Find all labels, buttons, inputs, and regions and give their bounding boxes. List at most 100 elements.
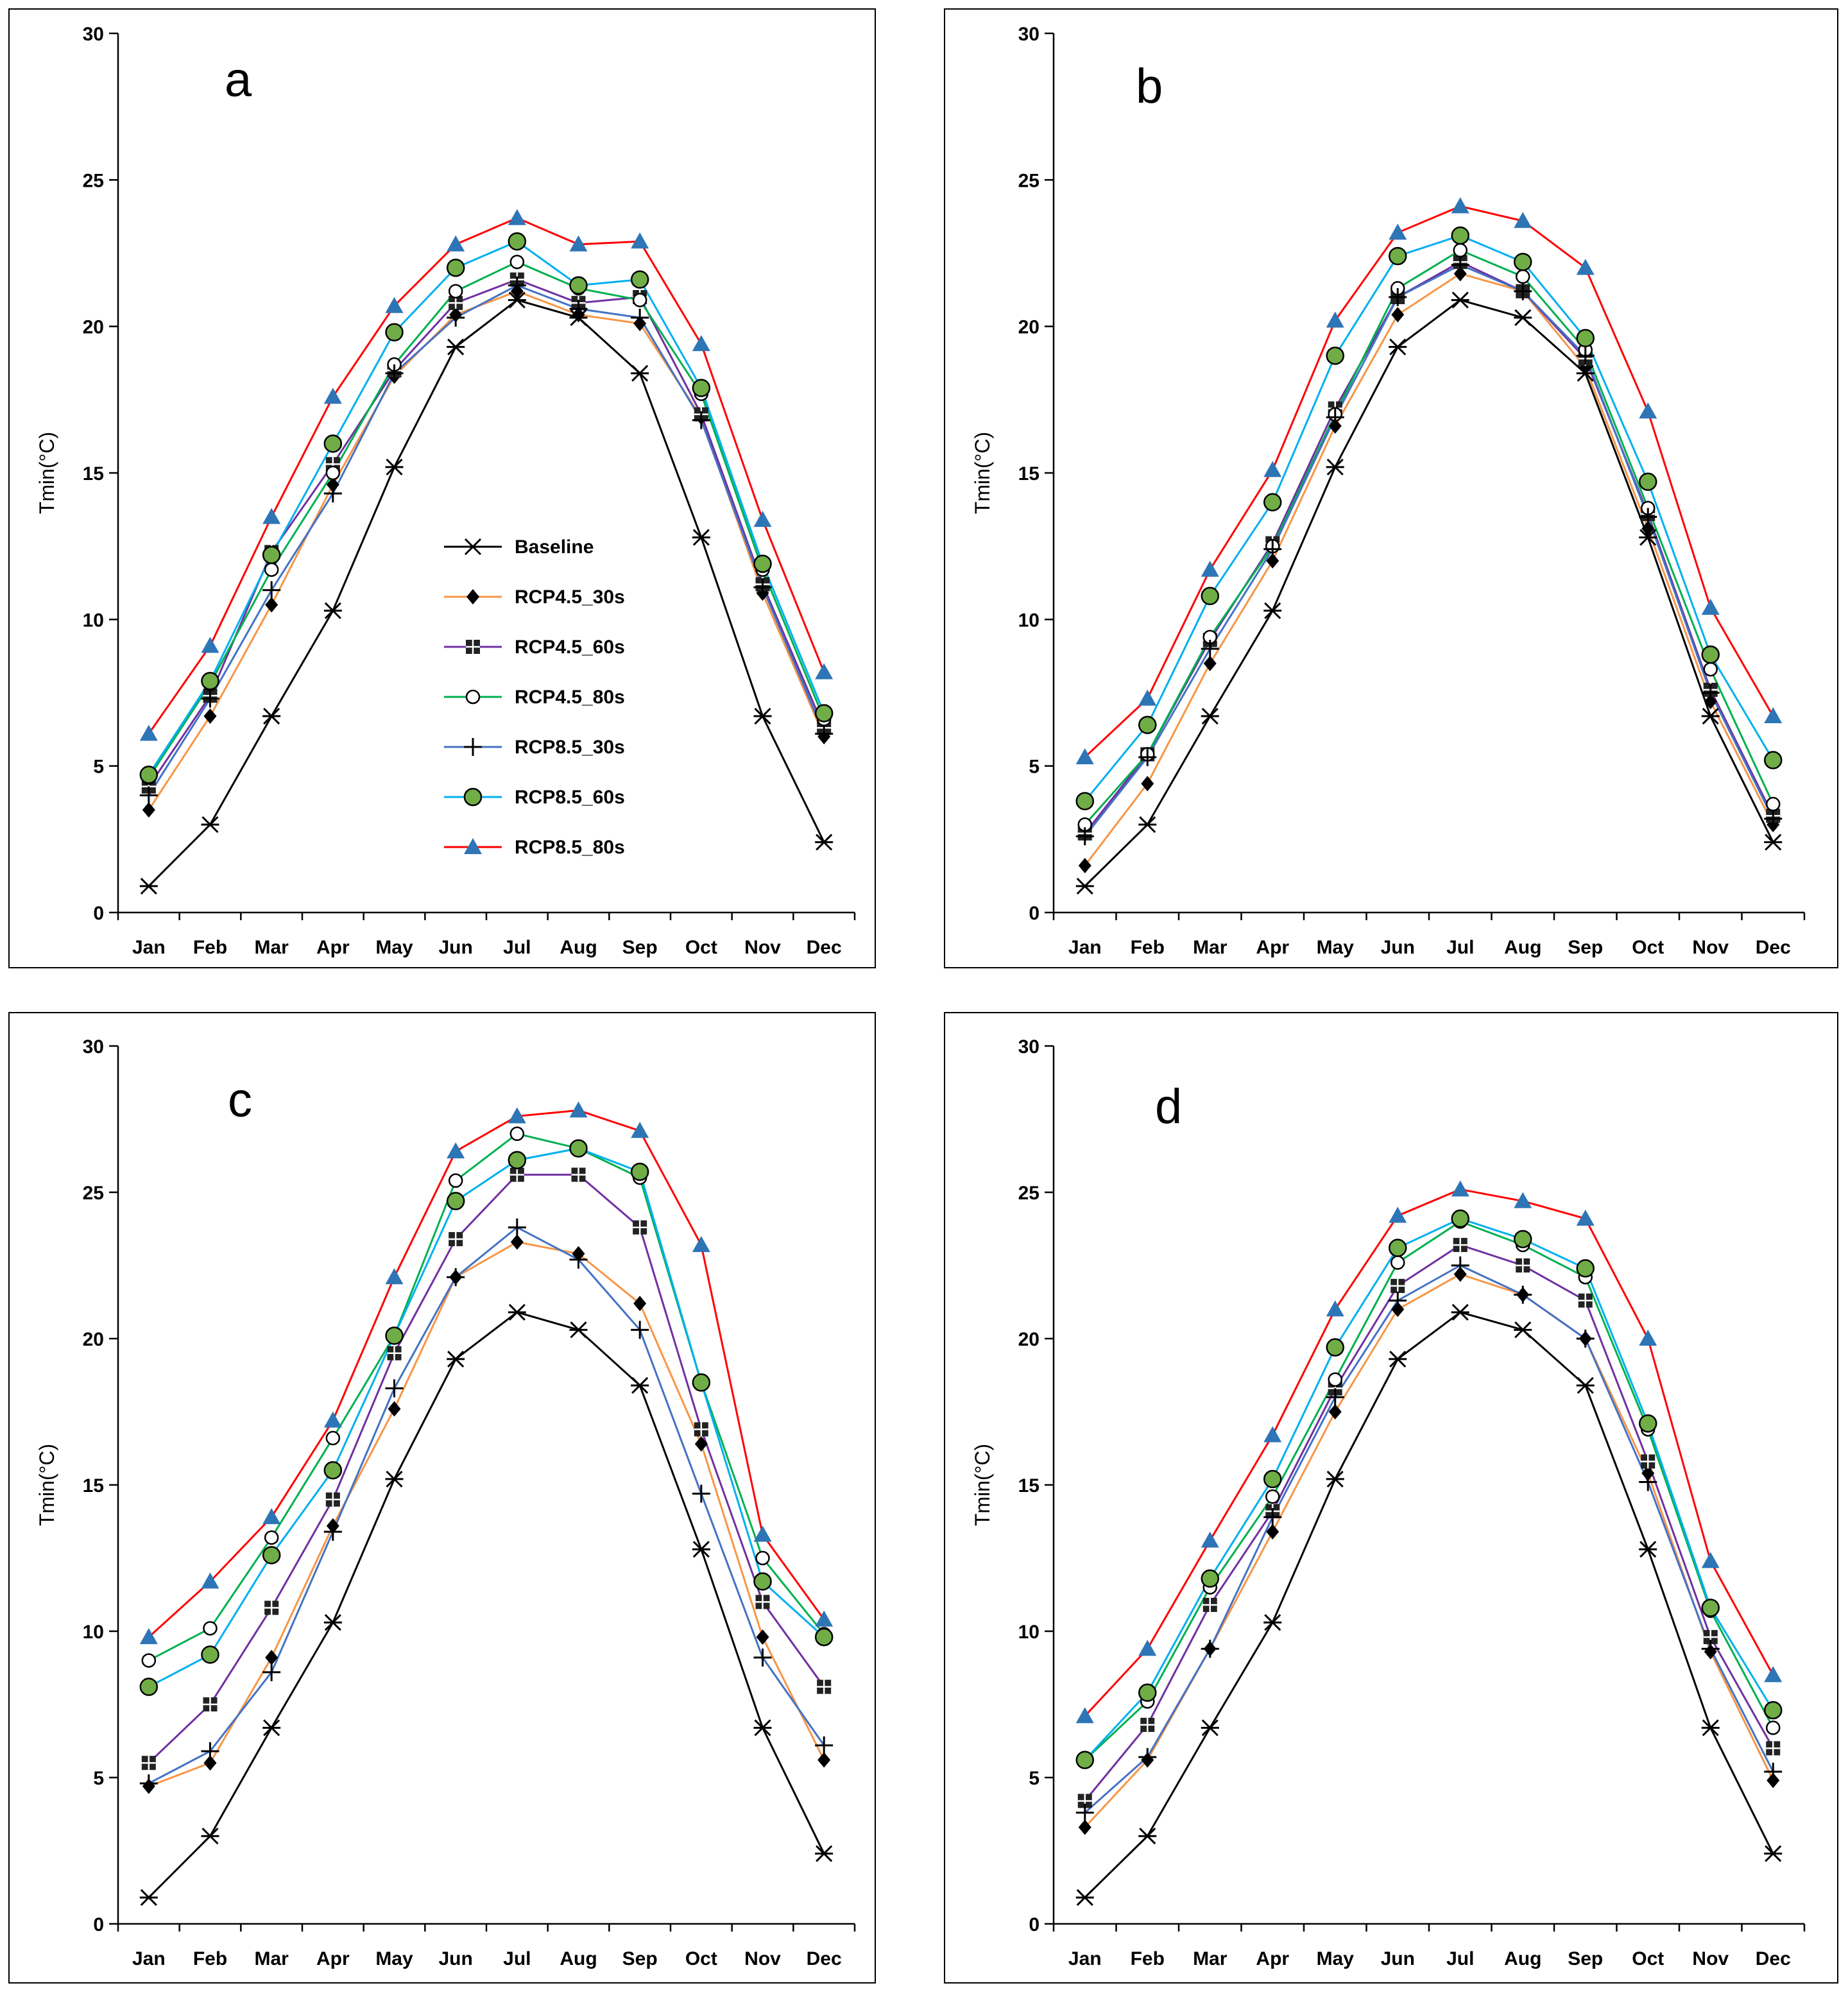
- data-point: [1576, 329, 1595, 348]
- series-line-baseline: [1084, 298, 1774, 887]
- data-point: [203, 1621, 218, 1636]
- data-point: [632, 293, 647, 307]
- data-point: [1266, 1523, 1279, 1539]
- data-point: [1576, 347, 1595, 365]
- data-point: [630, 270, 649, 289]
- data-point: [262, 1508, 281, 1525]
- series-line-rcp4-5-60s: [1084, 1244, 1774, 1802]
- y-tick-label: 30: [83, 1036, 104, 1058]
- data-point: [1075, 827, 1094, 846]
- y-axis-title: Tmin(°C): [35, 1444, 58, 1526]
- data-point: [201, 816, 219, 834]
- x-tick-label: Jul: [503, 1948, 531, 1969]
- data-point: [1389, 288, 1407, 306]
- data-point: [1576, 1259, 1595, 1278]
- series-line-rcp4-5-60s: [148, 1174, 825, 1764]
- x-tick-label: Jul: [1446, 1948, 1474, 1969]
- data-point: [323, 1522, 342, 1541]
- data-point: [1326, 1470, 1344, 1487]
- data-point: [1141, 776, 1154, 792]
- data-point: [1451, 1303, 1469, 1321]
- data-point: [753, 511, 772, 527]
- data-point: [265, 597, 278, 613]
- data-point: [139, 1774, 158, 1793]
- series-markers-rcp4-5-60s: [141, 1167, 832, 1770]
- data-point: [694, 1436, 708, 1452]
- series-line-rcp8-5-30s: [1084, 264, 1774, 837]
- data-point: [1263, 1470, 1282, 1489]
- data-point: [1389, 1238, 1407, 1257]
- data-point: [508, 1303, 526, 1321]
- y-tick-label: 5: [1029, 1768, 1040, 1789]
- data-point: [815, 834, 834, 851]
- data-point: [508, 232, 527, 251]
- data-point: [1516, 1258, 1530, 1273]
- data-point: [569, 276, 588, 295]
- y-axis-title: Tmin(°C): [35, 432, 58, 514]
- legend-item: RCP8.5_30s: [444, 737, 625, 758]
- panel-frame: [944, 1012, 1838, 1984]
- series-line-rcp4-5-80s: [1084, 1220, 1774, 1761]
- data-point: [1764, 751, 1783, 769]
- data-point: [264, 1530, 279, 1545]
- data-point: [1326, 1388, 1344, 1407]
- data-point: [1263, 1426, 1282, 1443]
- data-point: [1138, 716, 1157, 734]
- series-markers-rcp8-5-30s: [139, 276, 834, 805]
- x-tick-label: Jan: [132, 937, 166, 958]
- data-point: [385, 296, 404, 313]
- data-point: [1263, 461, 1282, 477]
- data-point: [1578, 1293, 1593, 1308]
- data-point: [1391, 307, 1405, 323]
- data-point: [815, 1845, 834, 1862]
- data-point: [201, 671, 219, 690]
- data-point: [385, 1470, 404, 1487]
- data-point: [1138, 1640, 1157, 1656]
- data-point: [1639, 472, 1657, 491]
- data-point: [1138, 1828, 1157, 1845]
- data-point: [1576, 1376, 1595, 1394]
- legend-label: RCP8.5_60s: [515, 787, 625, 808]
- data-point: [631, 1321, 649, 1339]
- series-line-baseline: [1084, 1311, 1774, 1899]
- data-point: [569, 300, 588, 318]
- y-tick-label: 15: [1018, 1475, 1040, 1496]
- data-point: [631, 364, 649, 382]
- data-point: [449, 1231, 463, 1246]
- data-point: [631, 1122, 649, 1138]
- data-point: [139, 766, 158, 784]
- data-point: [1075, 1889, 1094, 1907]
- data-point: [203, 1755, 217, 1771]
- data-point: [1451, 291, 1469, 309]
- y-tick-label: 10: [1018, 1622, 1040, 1643]
- data-point: [569, 1101, 588, 1118]
- series-line-rcp8-5-30s: [148, 1226, 825, 1785]
- data-point: [447, 1142, 465, 1159]
- series-line-rcp8-5-60s: [1084, 234, 1774, 802]
- data-point: [755, 1595, 770, 1609]
- data-point: [1514, 282, 1532, 300]
- x-tick-label: Sep: [622, 1948, 658, 1969]
- data-point: [1201, 1531, 1219, 1548]
- legend-marker: [466, 589, 479, 604]
- data-point: [815, 724, 834, 743]
- series-line-rcp8-5-30s: [1084, 1264, 1774, 1813]
- data-point: [814, 1627, 834, 1647]
- data-point: [1326, 347, 1344, 365]
- x-tick-label: Mar: [254, 1948, 289, 1969]
- data-point: [1703, 662, 1718, 677]
- data-point: [1701, 1552, 1720, 1568]
- data-point: [323, 484, 342, 502]
- data-point: [569, 1321, 588, 1339]
- x-tick-label: May: [1317, 937, 1355, 958]
- data-point: [1639, 529, 1657, 546]
- data-point: [1140, 1717, 1155, 1732]
- series-markers-rcp4-5-30s: [142, 1234, 831, 1794]
- y-tick-label: 5: [1029, 757, 1040, 778]
- data-point: [325, 1430, 341, 1446]
- data-point: [692, 1373, 711, 1392]
- data-point: [1641, 520, 1655, 536]
- data-point: [1202, 1597, 1217, 1612]
- data-point: [1075, 1751, 1094, 1769]
- series-line-rcp4-5-80s: [148, 1133, 825, 1661]
